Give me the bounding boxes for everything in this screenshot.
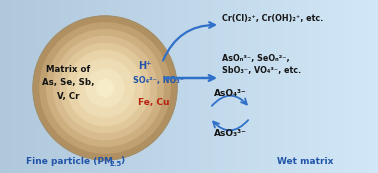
Ellipse shape bbox=[96, 79, 113, 97]
Text: 2.5: 2.5 bbox=[110, 161, 122, 167]
Text: AsO₃³⁻: AsO₃³⁻ bbox=[214, 129, 246, 138]
Text: Fe, Cu: Fe, Cu bbox=[138, 98, 169, 107]
Text: V, Cr: V, Cr bbox=[57, 92, 79, 101]
Text: AsOₙ³⁻, SeOₙ²⁻,: AsOₙ³⁻, SeOₙ²⁻, bbox=[222, 53, 290, 62]
Text: AsO₄³⁻: AsO₄³⁻ bbox=[214, 89, 246, 98]
Text: ): ) bbox=[120, 157, 124, 166]
Ellipse shape bbox=[47, 30, 163, 146]
Text: SbO₃⁻, VO₄³⁻, etc.: SbO₃⁻, VO₄³⁻, etc. bbox=[222, 66, 301, 75]
Ellipse shape bbox=[60, 43, 150, 133]
Ellipse shape bbox=[76, 59, 134, 117]
Ellipse shape bbox=[67, 50, 143, 126]
Text: Cr(Cl)₂⁺, Cr(OH)₂⁺, etc.: Cr(Cl)₂⁺, Cr(OH)₂⁺, etc. bbox=[222, 13, 323, 22]
Ellipse shape bbox=[54, 37, 156, 139]
Text: As, Se, Sb,: As, Se, Sb, bbox=[42, 79, 94, 88]
Text: SO₄²⁻, NO₃⁻: SO₄²⁻, NO₃⁻ bbox=[133, 75, 184, 84]
Text: H⁺: H⁺ bbox=[138, 61, 151, 71]
Text: Fine particle (PM: Fine particle (PM bbox=[26, 157, 113, 166]
Ellipse shape bbox=[40, 23, 170, 153]
Ellipse shape bbox=[86, 69, 124, 107]
Ellipse shape bbox=[33, 16, 177, 160]
Text: Wet matrix: Wet matrix bbox=[277, 157, 333, 166]
Text: Matrix of: Matrix of bbox=[46, 66, 90, 75]
